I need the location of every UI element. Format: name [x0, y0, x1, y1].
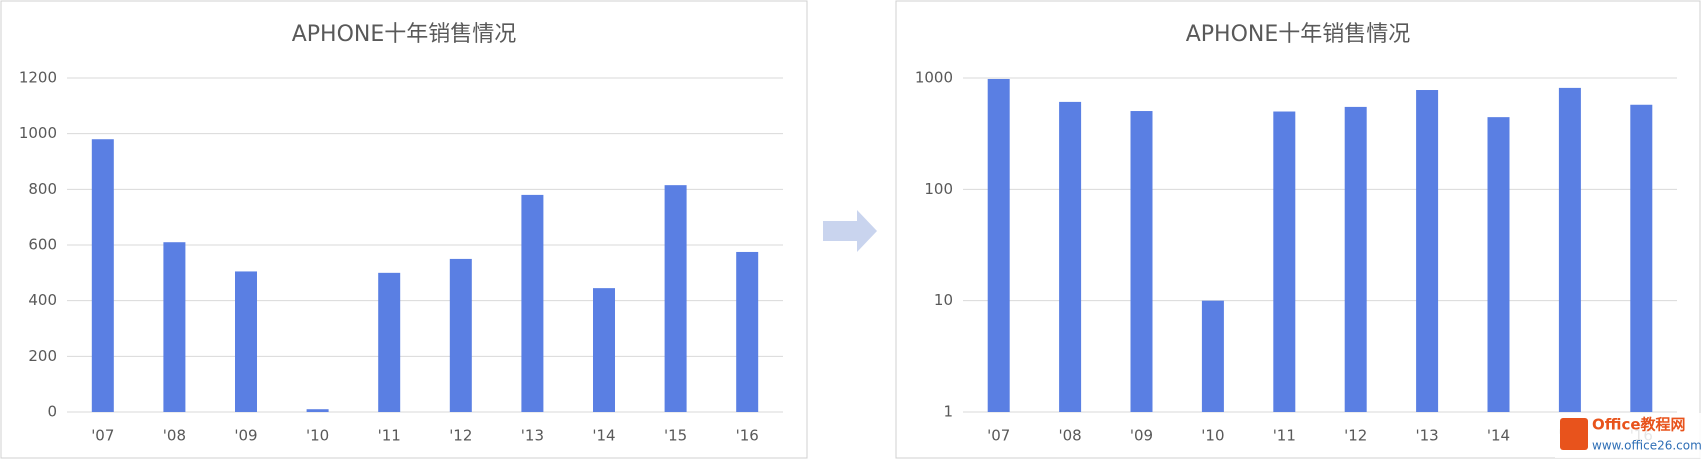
- x-tick-label: '08: [1058, 427, 1081, 445]
- y-tick-label: 400: [28, 291, 57, 309]
- x-tick-label: '12: [449, 427, 472, 445]
- bar: [163, 242, 186, 412]
- y-tick-label: 1000: [19, 124, 57, 142]
- x-tick-label: '16: [736, 427, 759, 445]
- x-tick-label: '11: [1273, 427, 1296, 445]
- x-tick-label: '13: [521, 427, 544, 445]
- y-tick-label: 600: [28, 236, 57, 254]
- bar: [1130, 111, 1153, 412]
- x-tick-label: '07: [91, 427, 114, 445]
- x-tick-label: '10: [306, 427, 329, 445]
- chart-title: APHONE十年销售情况: [292, 22, 517, 47]
- y-tick-label: 0: [47, 403, 57, 421]
- x-tick-label: '11: [378, 427, 401, 445]
- x-tick-label: '12: [1344, 427, 1367, 445]
- bar: [1416, 90, 1439, 413]
- watermark-name: Office教程网: [1592, 416, 1686, 434]
- bar: [521, 194, 544, 412]
- y-tick-label: 1200: [19, 69, 57, 87]
- bar: [593, 288, 615, 412]
- bar: [1059, 101, 1082, 412]
- x-tick-label: '14: [1487, 427, 1510, 445]
- bar: [306, 409, 329, 412]
- x-tick-label: '15: [664, 427, 687, 445]
- bar: [235, 271, 257, 412]
- y-tick-label: 1000: [915, 69, 953, 87]
- x-tick-label: '09: [234, 427, 257, 445]
- watermark: Office教程网 www.office26.com: [1555, 413, 1701, 458]
- bar: [91, 139, 114, 412]
- y-tick-label: 100: [924, 180, 953, 198]
- y-tick-label: 10: [934, 291, 953, 309]
- bar: [1558, 87, 1581, 413]
- bar: [987, 78, 1010, 412]
- x-tick-label: '14: [592, 427, 615, 445]
- bar: [1201, 300, 1224, 412]
- y-tick-label: 800: [28, 180, 57, 198]
- bar: [378, 272, 401, 412]
- x-tick-label: '09: [1130, 427, 1153, 445]
- x-tick-label: '07: [987, 427, 1010, 445]
- watermark-url: www.office26.com: [1592, 439, 1701, 453]
- y-tick-label: 200: [28, 347, 57, 365]
- watermark-icon: [1560, 418, 1588, 450]
- bar: [449, 258, 472, 412]
- chart-title: APHONE十年销售情况: [1186, 22, 1411, 47]
- x-tick-label: '13: [1415, 427, 1438, 445]
- bar: [1273, 111, 1296, 412]
- bar: [736, 251, 759, 412]
- arrow: [823, 210, 877, 252]
- x-tick-label: '10: [1201, 427, 1224, 445]
- bar: [1487, 117, 1510, 412]
- bar: [1344, 106, 1367, 413]
- x-tick-label: '08: [163, 427, 186, 445]
- bar: [664, 185, 687, 412]
- bar: [1630, 104, 1653, 412]
- y-tick-label: 1: [943, 403, 953, 421]
